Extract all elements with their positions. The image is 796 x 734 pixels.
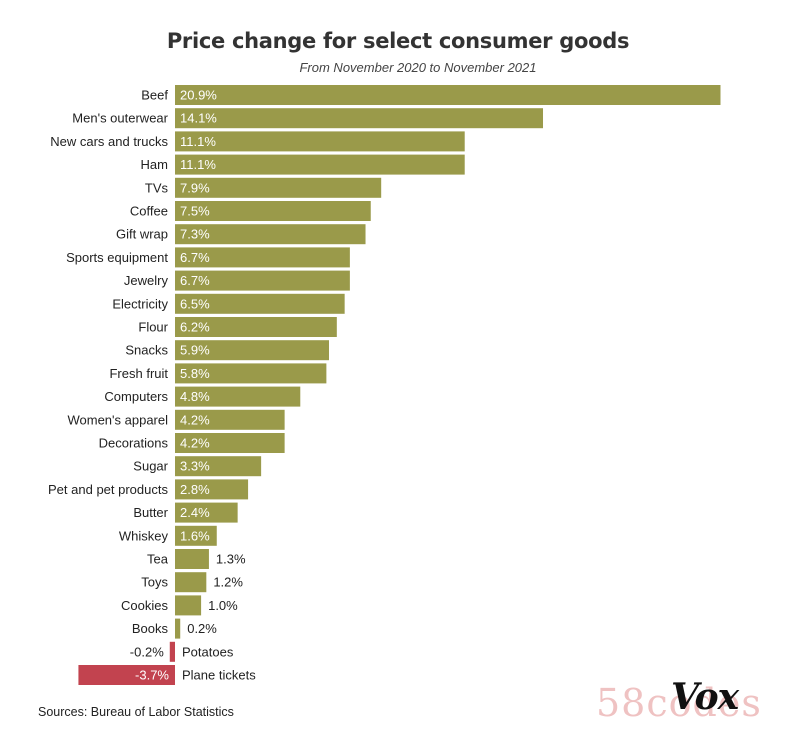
category-label: Women's apparel [67,412,168,427]
bar [175,131,465,152]
category-label: Fresh fruit [109,366,168,381]
chart-subtitle: From November 2020 to November 2021 [299,60,537,75]
category-label: Books [132,621,169,636]
value-label: 4.2% [180,412,210,427]
category-label: Potatoes [182,644,234,659]
value-label: 1.2% [213,575,243,590]
value-label: 1.6% [180,528,210,543]
bar [175,549,209,569]
bar [175,502,238,523]
bar [175,386,301,407]
bar [175,595,202,616]
value-label: 6.7% [180,273,210,288]
value-label: 0.2% [187,621,217,636]
value-label: 20.9% [180,88,217,103]
category-label: Pet and pet products [48,482,168,497]
category-label: Men's outerwear [72,111,168,126]
category-label: Jewelry [124,273,169,288]
bar [175,456,262,477]
bar [175,247,350,268]
category-label: New cars and trucks [50,134,168,149]
value-label: 4.2% [180,436,210,451]
value-label: 1.3% [216,552,246,567]
category-label: Sports equipment [66,250,168,265]
bar [175,479,249,500]
watermark-text: 58codes [596,681,762,725]
category-label: Toys [141,575,168,590]
value-label: 7.3% [180,227,210,242]
category-label: Snacks [125,343,168,358]
bar [175,108,544,129]
value-label: 11.1% [180,134,216,149]
bar [175,618,181,639]
category-label: Computers [104,389,168,404]
value-label: 6.2% [180,320,210,335]
category-label: Flour [138,320,168,335]
bar [175,224,366,245]
category-label: Tea [147,552,169,567]
value-label: 1.0% [208,598,238,613]
category-label: Sugar [133,459,168,474]
value-label: 5.9% [180,343,210,358]
value-label: -0.2% [130,644,164,659]
category-label: Ham [141,157,168,172]
category-label: Gift wrap [116,227,168,242]
bar [169,641,175,662]
bar [175,177,382,198]
bar [175,317,337,337]
bar [175,154,465,175]
category-label: Beef [141,88,168,103]
value-label: 2.4% [180,505,210,520]
value-label: 6.7% [180,250,210,265]
category-label: Whiskey [119,528,169,543]
value-label: -3.7% [135,668,169,683]
bar [175,409,285,430]
category-label: Plane tickets [182,668,256,683]
value-label: 6.5% [180,296,210,311]
bar [175,201,371,221]
value-label: 7.5% [180,204,210,219]
value-label: 3.3% [180,459,210,474]
value-label: 2.8% [180,482,210,497]
category-label: Decorations [99,436,169,451]
bar [175,340,329,361]
category-label: TVs [145,180,169,195]
bar [175,525,217,546]
category-label: Coffee [130,204,168,219]
bar [175,293,345,314]
source-note: Sources: Bureau of Labor Statistics [38,705,234,719]
value-label: 4.8% [180,389,210,404]
bar [175,363,327,384]
bar [175,270,350,291]
value-label: 11.1% [180,157,216,172]
bar [175,85,721,105]
category-label: Electricity [112,296,168,311]
bar [78,665,175,685]
value-label: 5.8% [180,366,210,381]
category-label: Cookies [121,598,168,613]
category-label: Butter [133,505,168,520]
bar [175,572,207,593]
bar [175,433,285,453]
value-label: 7.9% [180,180,210,195]
vox-logo: Vox [671,676,739,718]
chart-title: Price change for select consumer goods [166,29,630,53]
value-label: 14.1% [180,111,217,126]
